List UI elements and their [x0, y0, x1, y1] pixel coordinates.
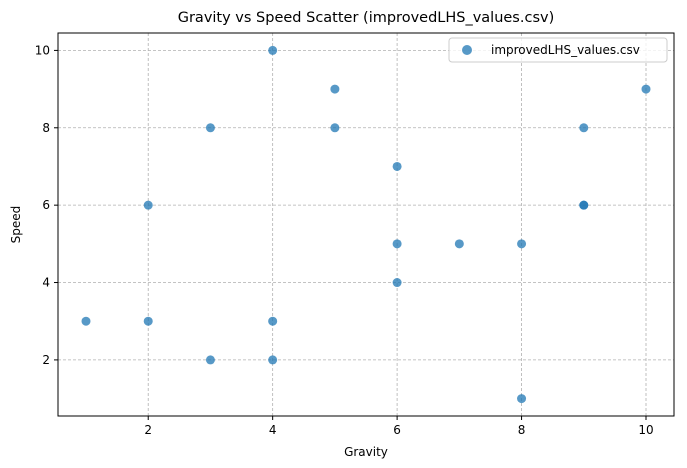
- data-point: [392, 278, 402, 288]
- data-point: [330, 84, 340, 94]
- x-tick-label: 2: [144, 423, 152, 437]
- legend: improvedLHS_values.csv: [448, 37, 668, 63]
- legend-marker: [462, 45, 472, 55]
- axis-ticks: 2 4 6 8 10 2 4 6 8 10: [35, 43, 654, 437]
- chart-title: Gravity vs Speed Scatter (improvedLHS_va…: [178, 10, 555, 26]
- data-point: [268, 45, 278, 55]
- data-point: [517, 239, 527, 249]
- x-tick-label: 6: [393, 423, 401, 437]
- y-axis-label: Speed: [9, 206, 23, 244]
- plot-frame: [57, 32, 675, 417]
- y-tick-label: 2: [42, 353, 50, 367]
- data-point: [205, 123, 215, 133]
- y-tick-label: 10: [35, 43, 50, 57]
- data-point: [81, 316, 91, 326]
- data-point: [268, 355, 278, 365]
- data-point: [579, 200, 589, 210]
- x-tick-label: 10: [638, 423, 653, 437]
- x-tick-label: 4: [269, 423, 277, 437]
- data-point: [392, 161, 402, 171]
- data-point: [454, 239, 464, 249]
- x-tick-label: 8: [518, 423, 526, 437]
- x-axis-label: Gravity: [344, 445, 388, 459]
- data-points: [81, 45, 651, 404]
- y-tick-label: 4: [42, 276, 50, 290]
- data-point: [517, 394, 527, 404]
- data-point: [330, 123, 340, 133]
- legend-box: [448, 37, 668, 63]
- data-point: [641, 84, 651, 94]
- data-point: [392, 239, 402, 249]
- legend-label: improvedLHS_values.csv: [491, 43, 640, 57]
- y-tick-label: 6: [42, 198, 50, 212]
- grid-lines: [58, 33, 674, 416]
- data-point: [143, 200, 153, 210]
- data-point: [143, 316, 153, 326]
- data-point: [579, 123, 589, 133]
- y-tick-label: 8: [42, 121, 50, 135]
- data-point: [268, 316, 278, 326]
- data-point: [205, 355, 215, 365]
